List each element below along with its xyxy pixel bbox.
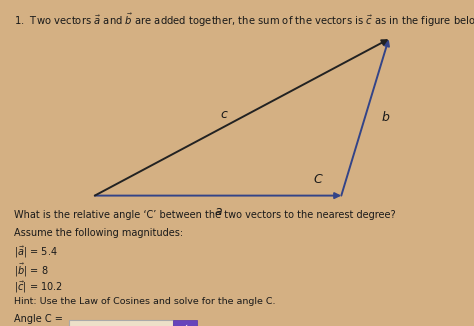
FancyBboxPatch shape: [69, 320, 173, 326]
Text: Hint: Use the Law of Cosines and solve for the angle C.: Hint: Use the Law of Cosines and solve f…: [14, 297, 276, 306]
Text: b: b: [382, 111, 390, 124]
Text: Angle C =: Angle C =: [14, 314, 63, 324]
Text: $|\vec{b}|$ = 8: $|\vec{b}|$ = 8: [14, 262, 49, 279]
Text: Assume the following magnitudes:: Assume the following magnitudes:: [14, 228, 183, 238]
Text: C: C: [313, 173, 322, 186]
Text: $|\vec{c}|$ = 10.2: $|\vec{c}|$ = 10.2: [14, 279, 63, 295]
FancyBboxPatch shape: [173, 320, 197, 326]
Text: $|\vec{a}|$ = 5.4: $|\vec{a}|$ = 5.4: [14, 245, 58, 260]
Text: What is the relative angle ‘C’ between the two vectors to the nearest degree?: What is the relative angle ‘C’ between t…: [14, 210, 396, 220]
Text: 1.  Two vectors $\vec{a}$ and $\vec{b}$ are added together, the sum of the vecto: 1. Two vectors $\vec{a}$ and $\vec{b}$ a…: [14, 11, 474, 29]
Text: ✓: ✓: [181, 323, 189, 326]
Text: c: c: [220, 108, 228, 121]
Text: a: a: [214, 205, 222, 218]
